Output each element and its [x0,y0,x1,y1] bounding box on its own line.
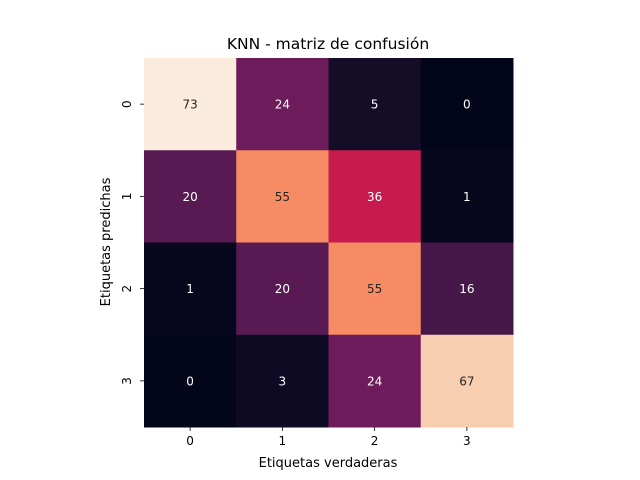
heatmap-cell-1-0 [144,150,237,243]
heatmap-cell-0-3 [420,58,514,151]
y-tick-label-0: 0 [120,100,134,108]
y-axis-label: Etiquetas predichas [99,177,114,306]
heatmap-cell-0-0 [144,58,237,151]
x-tick-label-0: 0 [186,434,194,448]
y-tick-label-3: 3 [120,377,134,385]
x-tick-label-2: 2 [371,434,379,448]
heatmap-cell-2-2 [328,242,422,336]
heatmap-cell-2-1 [236,242,329,336]
heatmap-cell-value-3-1: 3 [279,374,287,388]
heatmap-cell-value-1-1: 55 [275,190,290,204]
heatmap-cell-value-3-0: 0 [186,374,194,388]
heatmap-cell-1-3 [420,150,514,243]
heatmap-cell-1-2 [328,150,422,243]
heatmap-cells: 73 24 5 0 20 55 36 1 1 20 55 16 0 3 24 67 [144,58,514,428]
y-axis-ticks: 0 1 2 3 [120,100,144,385]
y-tick-label-2: 2 [120,285,134,293]
heatmap-cell-value-2-3: 16 [459,282,474,296]
heatmap-cell-value-3-3: 67 [459,374,474,388]
heatmap-cell-value-1-2: 36 [367,190,382,204]
x-tick-label-1: 1 [279,434,287,448]
heatmap-cell-3-3 [420,334,514,428]
chart-title: KNN - matriz de confusión [227,35,429,53]
x-axis-ticks: 0 1 2 3 [186,427,471,448]
x-tick-label-3: 3 [463,434,471,448]
heatmap-cell-3-2 [328,334,422,428]
heatmap-cell-3-1 [236,334,329,428]
heatmap-cell-value-2-2: 55 [367,282,382,296]
y-tick-label-1: 1 [120,193,134,201]
heatmap-cell-value-0-1: 24 [275,98,290,112]
heatmap-cell-value-1-0: 20 [182,190,197,204]
heatmap-cell-2-0 [144,242,237,336]
heatmap-cell-value-2-0: 1 [186,282,194,296]
heatmap-cell-0-2 [328,58,422,151]
heatmap-cell-1-1 [236,150,329,243]
heatmap-cell-2-3 [420,242,514,336]
heatmap-cell-value-0-0: 73 [182,98,197,112]
heatmap-cell-value-0-2: 5 [371,98,379,112]
heatmap-cell-value-3-2: 24 [367,374,382,388]
x-axis-label: Etiquetas verdaderas [259,456,398,471]
heatmap-cell-value-0-3: 0 [463,98,471,112]
heatmap-cell-3-0 [144,334,237,428]
heatmap-cell-value-1-3: 1 [463,190,471,204]
heatmap-cell-value-2-1: 20 [275,282,290,296]
heatmap-cell-0-1 [236,58,329,151]
